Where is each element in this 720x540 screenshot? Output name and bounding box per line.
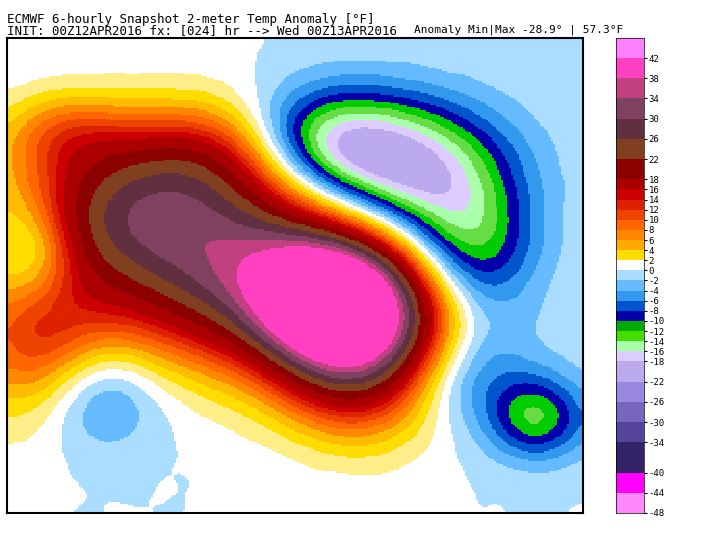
Bar [616, 240, 644, 250]
Bar [616, 119, 644, 139]
Bar [616, 98, 644, 119]
Bar [616, 493, 644, 513]
Bar [616, 341, 644, 351]
Bar [616, 382, 644, 402]
Bar [616, 301, 644, 311]
Bar [616, 250, 644, 260]
Bar [616, 321, 644, 331]
Bar [616, 280, 644, 291]
Bar [616, 78, 644, 98]
Bar [616, 260, 644, 271]
Bar [616, 422, 644, 442]
Bar [616, 442, 644, 472]
Bar [616, 271, 644, 280]
Bar [616, 190, 644, 200]
Bar [616, 351, 644, 361]
Bar [616, 230, 644, 240]
Bar [616, 291, 644, 301]
Bar [616, 331, 644, 341]
Bar [616, 220, 644, 230]
Text: INIT: 00Z12APR2016 fx: [024] hr --> Wed 00Z13APR2016: INIT: 00Z12APR2016 fx: [024] hr --> Wed … [7, 24, 397, 37]
Bar [616, 179, 644, 190]
Bar [616, 210, 644, 220]
Bar [616, 361, 644, 382]
Text: ECMWF 6-hourly Snapshot 2-meter Temp Anomaly [°F]: ECMWF 6-hourly Snapshot 2-meter Temp Ano… [7, 14, 374, 26]
Bar [616, 38, 644, 58]
Bar [616, 311, 644, 321]
Text: Anomaly Min|Max -28.9° | 57.3°F: Anomaly Min|Max -28.9° | 57.3°F [414, 24, 624, 35]
Bar [616, 58, 644, 78]
Bar [616, 159, 644, 179]
Bar [616, 200, 644, 210]
Bar [616, 472, 644, 493]
Bar [616, 402, 644, 422]
Bar [616, 139, 644, 159]
